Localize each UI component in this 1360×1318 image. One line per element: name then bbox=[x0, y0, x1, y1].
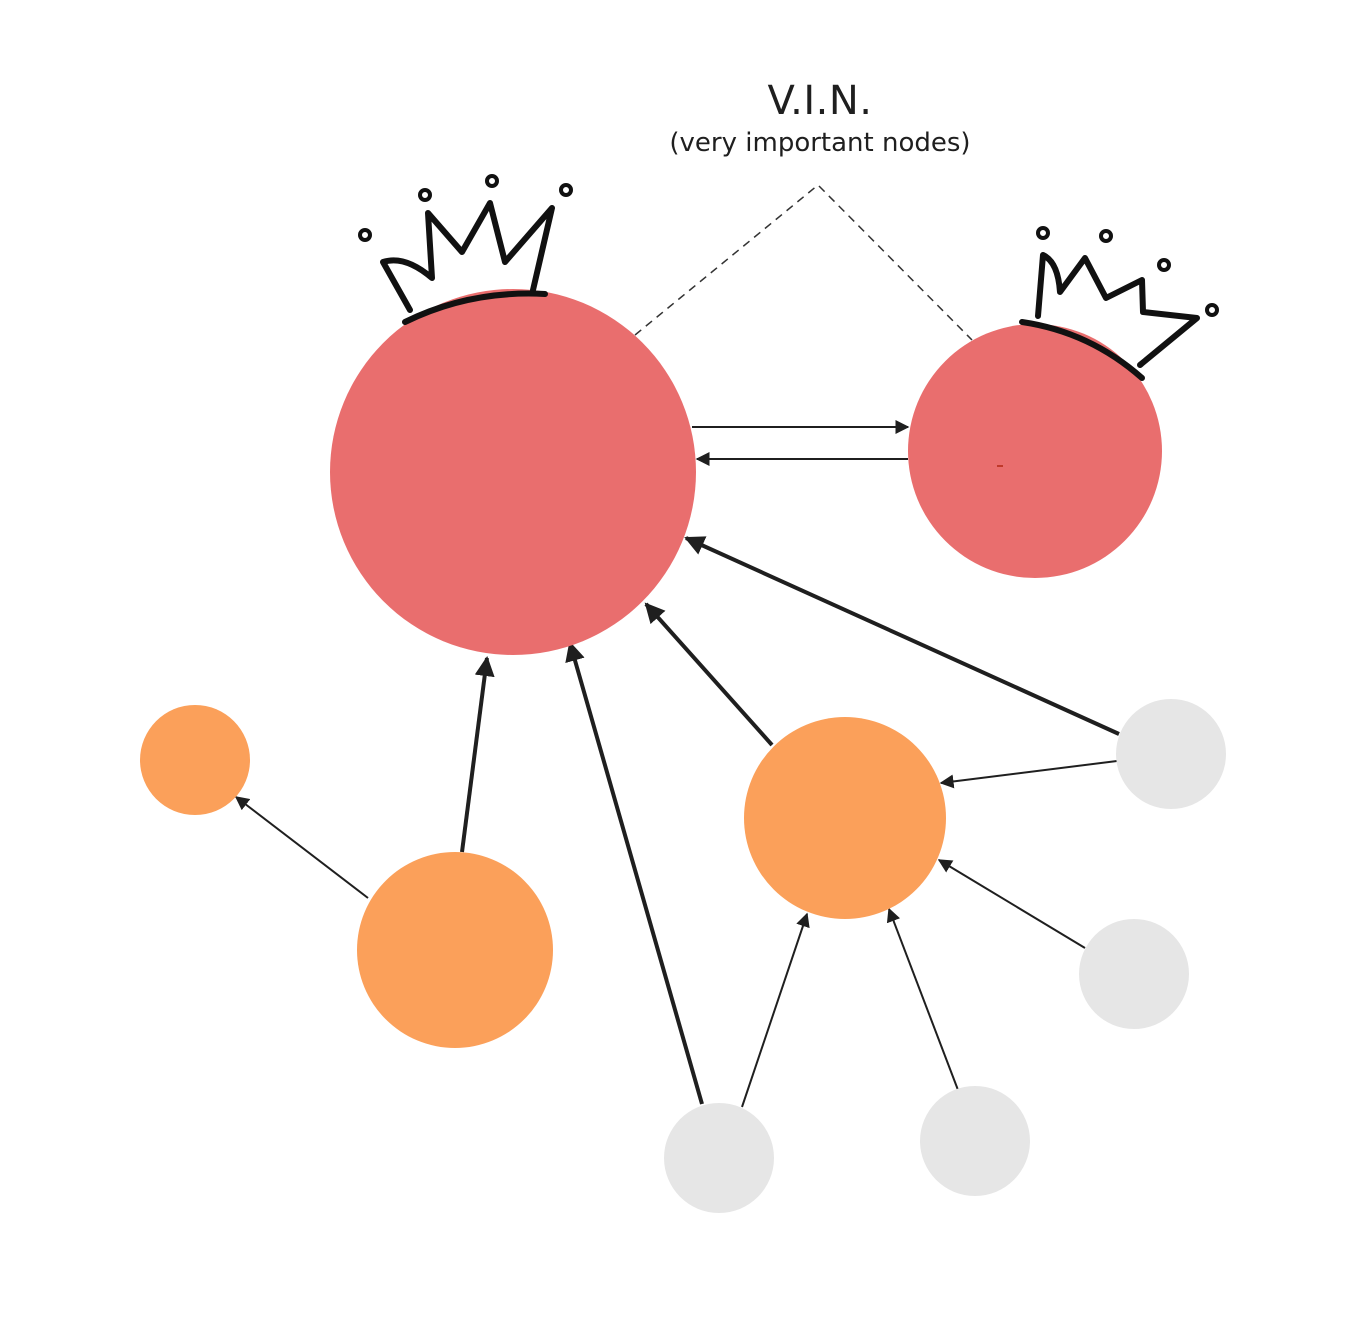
edge-leaf-bottom-left-to-mid-center bbox=[741, 912, 810, 1108]
edge-mid-center-to-vip-large bbox=[644, 602, 774, 747]
vin-dashed-connector bbox=[634, 183, 973, 341]
crown-icon bbox=[1019, 226, 1219, 381]
node-leaf-bottom-left bbox=[664, 1103, 774, 1213]
node-leaf-right-mid bbox=[1079, 919, 1189, 1029]
edge-leaf-bottom-left-to-vip-large bbox=[565, 641, 704, 1105]
edge-leaf-right-mid-to-mid-center bbox=[937, 859, 1086, 949]
node-leaf-bottom-right bbox=[920, 1086, 1030, 1196]
node-vip-large bbox=[330, 289, 696, 655]
node-mid-far-left bbox=[140, 705, 250, 815]
edge-leaf-bottom-right-to-mid-center bbox=[886, 907, 959, 1091]
edge-mid-left-to-mid-far-left bbox=[234, 796, 369, 899]
node-mid-center bbox=[744, 717, 946, 919]
node-mid-left bbox=[357, 852, 553, 1048]
vin-title: V.I.N. bbox=[767, 78, 873, 124]
edge-leaf-right-top-to-mid-center bbox=[939, 760, 1118, 789]
node-leaf-right-top bbox=[1116, 699, 1226, 809]
vin-subtitle: (very important nodes) bbox=[669, 128, 971, 158]
node-vip-small bbox=[908, 324, 1162, 578]
crown-icon bbox=[358, 174, 573, 325]
edges-layer bbox=[234, 420, 1120, 1108]
nodes-layer bbox=[140, 289, 1226, 1213]
edge-leaf-right-top-to-vip-large bbox=[684, 536, 1120, 736]
edge-mid-left-to-vip-large bbox=[460, 656, 495, 853]
